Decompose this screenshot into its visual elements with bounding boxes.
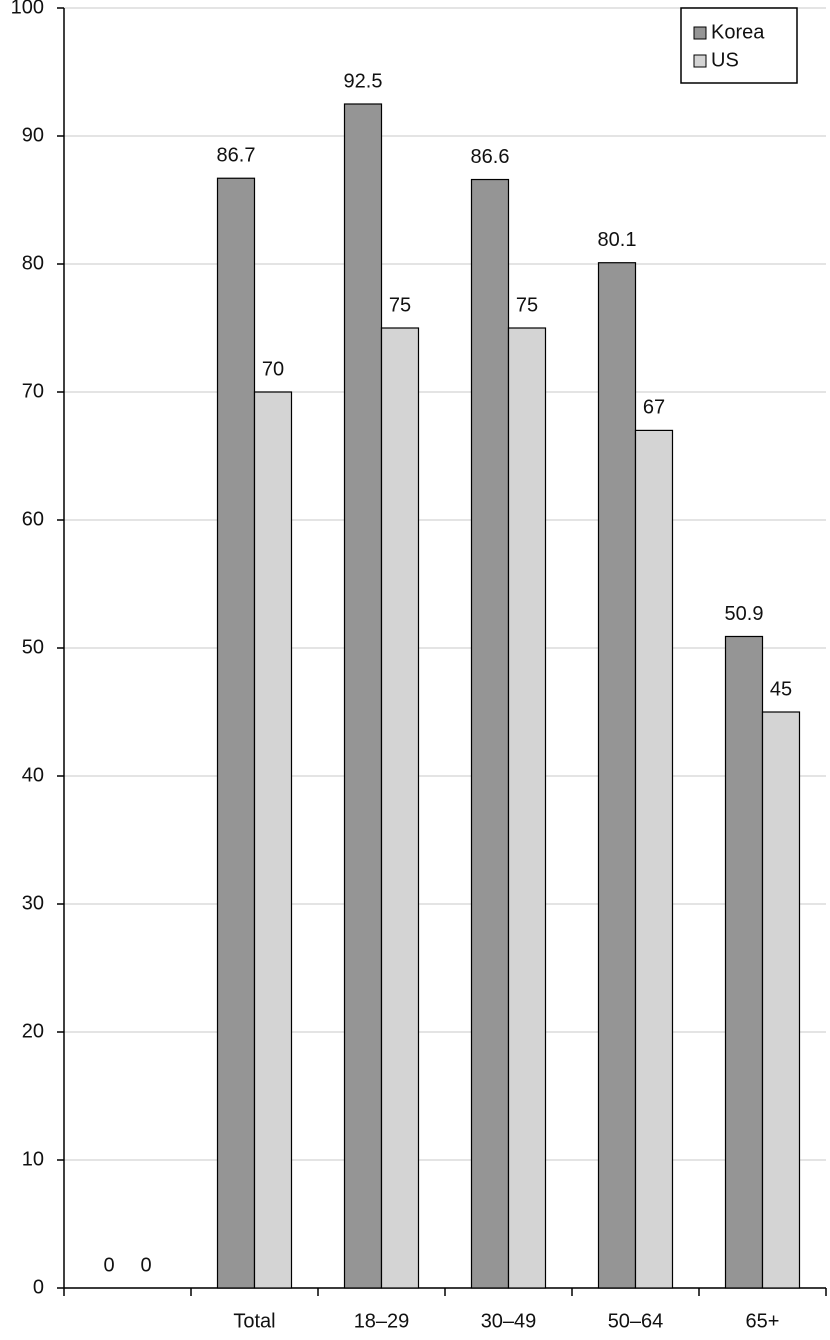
value-label: 92.5	[344, 70, 383, 92]
value-label: 86.6	[471, 146, 510, 168]
bar	[724, 635, 764, 1289]
bar	[216, 177, 256, 1289]
bar	[597, 262, 637, 1289]
bar	[761, 711, 801, 1289]
y-tick-label: 60	[22, 508, 44, 530]
value-label: 0	[103, 1254, 114, 1276]
y-tick-label: 20	[22, 1020, 44, 1042]
y-tick-label: 100	[11, 0, 44, 18]
x-tick-label: 65+	[746, 1310, 780, 1332]
legend-swatch	[693, 26, 707, 40]
value-label: 86.7	[217, 145, 256, 167]
y-tick-label: 0	[33, 1276, 44, 1298]
value-label: 45	[770, 678, 792, 700]
y-tick-label: 50	[22, 636, 44, 658]
x-tick-label: 18–29	[354, 1310, 410, 1332]
legend-label: US	[711, 49, 739, 71]
value-label: 0	[140, 1254, 151, 1276]
bar	[470, 178, 510, 1289]
y-tick-label: 10	[22, 1148, 44, 1170]
bar	[380, 327, 420, 1289]
bar	[634, 429, 674, 1289]
value-label: 80.1	[598, 229, 637, 251]
legend-box	[680, 7, 798, 84]
value-label: 75	[389, 294, 411, 316]
bar	[507, 327, 547, 1289]
x-tick-label: Total	[233, 1310, 275, 1332]
bar	[343, 103, 383, 1289]
y-tick-label: 80	[22, 252, 44, 274]
x-tick-label: 30–49	[481, 1310, 537, 1332]
legend-label: Korea	[711, 21, 765, 43]
value-label: 50.9	[725, 603, 764, 625]
y-tick-label: 30	[22, 892, 44, 914]
value-label: 75	[516, 294, 538, 316]
y-tick-label: 90	[22, 124, 44, 146]
y-tick-label: 70	[22, 380, 44, 402]
y-tick-label: 40	[22, 764, 44, 786]
value-label: 70	[262, 358, 284, 380]
bar	[253, 391, 293, 1289]
legend-swatch	[693, 54, 707, 68]
x-tick-label: 50–64	[608, 1310, 664, 1332]
value-label: 67	[643, 397, 665, 419]
